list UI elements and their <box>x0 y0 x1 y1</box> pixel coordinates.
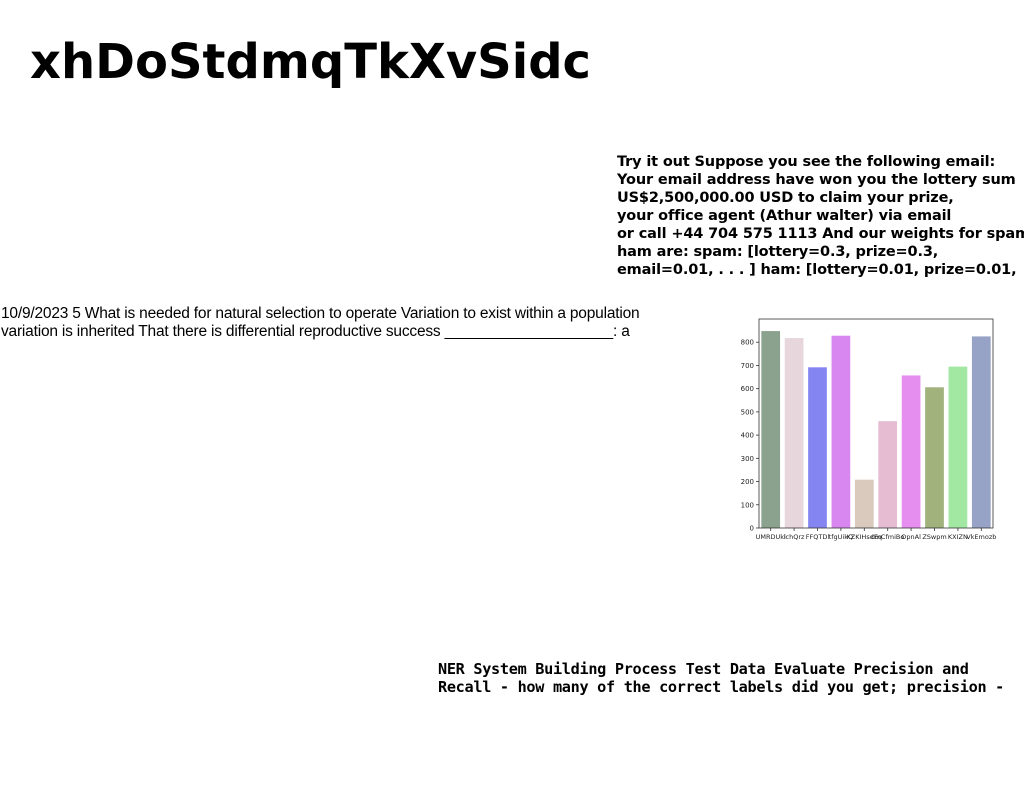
ner-process-text: NER System Building Process Test Data Ev… <box>438 660 1024 696</box>
y-tick-label: 200 <box>741 478 754 486</box>
text-line: US$2,500,000.00 USD to claim your prize, <box>617 190 954 206</box>
y-tick-label: 500 <box>741 408 754 416</box>
bar <box>971 336 991 528</box>
bar <box>808 367 827 528</box>
y-tick-label: 400 <box>741 432 754 440</box>
plot-frame <box>758 318 994 529</box>
text-line: Your email address have won you the lott… <box>617 172 1016 188</box>
y-tick-label: 700 <box>741 362 754 370</box>
x-tick-label: KZKIHsdEq <box>847 533 883 541</box>
bar <box>878 421 898 528</box>
text-line: ham are: spam: [lottery=0.3, prize=0.3, <box>617 244 939 260</box>
x-tick-label: ichQrz <box>784 533 805 541</box>
spam-email-text: Try it out Suppose you see the following… <box>617 153 1024 279</box>
x-tick-label: tfgUikQ <box>829 533 853 541</box>
text-line: 10/9/2023 5 What is needed for natural s… <box>1 305 640 322</box>
x-tick-label: cmCfmiBo <box>871 533 904 541</box>
x-tick-label: VkEmozb <box>966 533 996 541</box>
y-tick-label: 800 <box>741 339 754 347</box>
text-line: Try it out Suppose you see the following… <box>617 154 996 170</box>
x-tick-label: KXIZN <box>948 533 968 541</box>
text-line: or call +44 704 575 1113 And our weights… <box>617 226 1024 242</box>
text-line: Recall - how many of the correct labels … <box>438 678 1004 696</box>
text-line: variation is inherited That there is dif… <box>1 323 630 340</box>
text-line: your office agent (Athur walter) via ema… <box>617 208 952 224</box>
text-line: NER System Building Process Test Data Ev… <box>438 660 969 678</box>
x-tick-label: UMRDUkl <box>756 533 786 541</box>
page-title: xhDoStdmqTkXvSidc <box>30 34 591 90</box>
bar-chart: 0 100 200 300 400 500 600 700 800 UMRDUkl ichQrz FF… <box>736 315 998 547</box>
bar <box>761 331 781 528</box>
bar <box>784 338 804 528</box>
x-tick-label: ZSwpm <box>922 533 946 541</box>
bar <box>901 375 921 528</box>
y-tick-label: 100 <box>741 501 754 509</box>
bar <box>925 387 944 528</box>
x-tick-label: FFQTDl <box>806 533 830 541</box>
y-tick-label: 600 <box>741 385 754 393</box>
x-tick-label: OpnAl <box>901 533 921 541</box>
natural-selection-text: 10/9/2023 5 What is needed for natural s… <box>1 305 691 341</box>
bar <box>831 335 851 528</box>
bar <box>948 366 968 528</box>
text-line: email=0.01, . . . ] ham: [lottery=0.01, … <box>617 262 1017 278</box>
y-tick-label: 0 <box>750 525 754 533</box>
bar <box>854 479 874 528</box>
y-tick-label: 300 <box>741 455 754 463</box>
